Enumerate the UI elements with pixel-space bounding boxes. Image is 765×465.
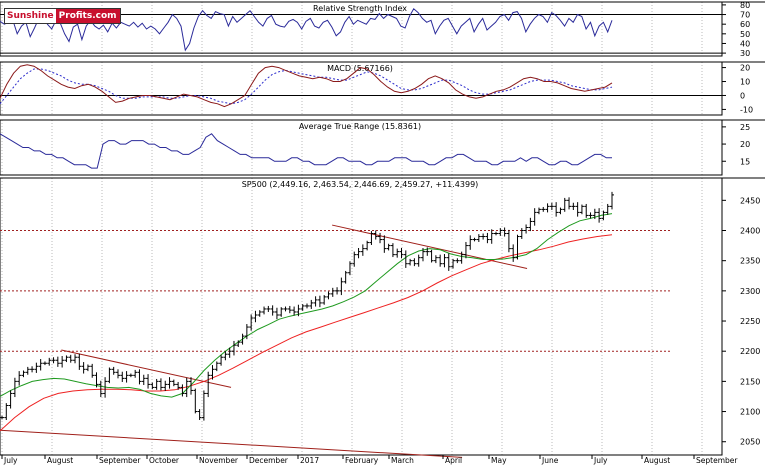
- y-tick-label: 20: [740, 64, 750, 73]
- y-tick-label: 2150: [740, 377, 760, 386]
- panel-title: Relative Strength Index: [313, 4, 407, 13]
- panel-frame: [0, 177, 723, 456]
- x-tick-label: March: [391, 456, 414, 465]
- trendline: [0, 429, 463, 458]
- y-tick-label: 20: [740, 140, 750, 149]
- x-tick-label: 2017: [300, 456, 319, 465]
- y-tick-label: 2050: [740, 438, 760, 447]
- brand-part2: Profits.com: [55, 9, 120, 23]
- x-tick-label: October: [149, 456, 180, 465]
- x-tick-label: September: [696, 456, 738, 465]
- atr-panel: Average True Range (15.8361) 15 20 25: [0, 119, 765, 176]
- y-tick-label: 80: [740, 1, 750, 10]
- y-tick-label: 0: [740, 91, 745, 100]
- panel-frame: [0, 61, 723, 116]
- y-tick-label: 60: [740, 20, 750, 29]
- y-tick-label: 2100: [740, 408, 760, 417]
- y-tick-label: 15: [740, 157, 750, 166]
- y-tick-label: 10: [740, 78, 750, 87]
- y-tick-label: 2450: [740, 196, 760, 205]
- sp500-panel: SP500 (2,449.16, 2,463.54, 2,446.69, 2,4…: [0, 177, 765, 458]
- y-tick-label: 2400: [740, 227, 760, 236]
- x-tick-label: December: [249, 456, 289, 465]
- x-tick-label: July: [593, 456, 608, 465]
- brand-logo: Sunshine Profits.com: [4, 8, 121, 24]
- x-tick-label: November: [199, 456, 239, 465]
- y-tick-label: 2250: [740, 317, 760, 326]
- brand-part1: Sunshine: [5, 9, 56, 23]
- y-tick-label: -10: [740, 105, 753, 114]
- x-axis: July August September October November Decemb…: [1, 455, 738, 465]
- x-tick-label: May: [491, 456, 507, 465]
- x-tick-label: February: [345, 456, 379, 465]
- panel-frame: [0, 119, 723, 176]
- x-tick-label: July: [3, 456, 18, 465]
- atr-line: [0, 133, 612, 169]
- panel-title: Average True Range (15.8361): [299, 122, 421, 131]
- moving-average-red: [0, 234, 613, 432]
- macd-line: [0, 64, 613, 108]
- x-tick-label: June: [541, 456, 559, 465]
- y-tick-label: 2200: [740, 347, 760, 356]
- y-tick-label: 50: [740, 30, 750, 39]
- y-tick-label: 25: [740, 123, 750, 132]
- x-tick-label: September: [99, 456, 141, 465]
- moving-average-green: [0, 213, 613, 398]
- x-tick-label: August: [644, 456, 670, 465]
- panel-frame: [0, 1, 723, 57]
- panel-title: SP500 (2,449.16, 2,463.54, 2,446.69, 2,4…: [242, 180, 479, 189]
- x-tick-label: April: [445, 456, 462, 465]
- y-tick-label: 30: [740, 49, 750, 58]
- trendline: [332, 224, 528, 270]
- y-tick-label: 2350: [740, 257, 760, 266]
- y-tick-label: 2300: [740, 287, 760, 296]
- rsi-line: [0, 8, 613, 52]
- y-tick-label: 40: [740, 39, 750, 48]
- x-tick-label: August: [47, 456, 73, 465]
- macd-signal-line: [0, 68, 613, 105]
- y-tick-label: 70: [740, 11, 750, 20]
- trendline: [61, 349, 232, 388]
